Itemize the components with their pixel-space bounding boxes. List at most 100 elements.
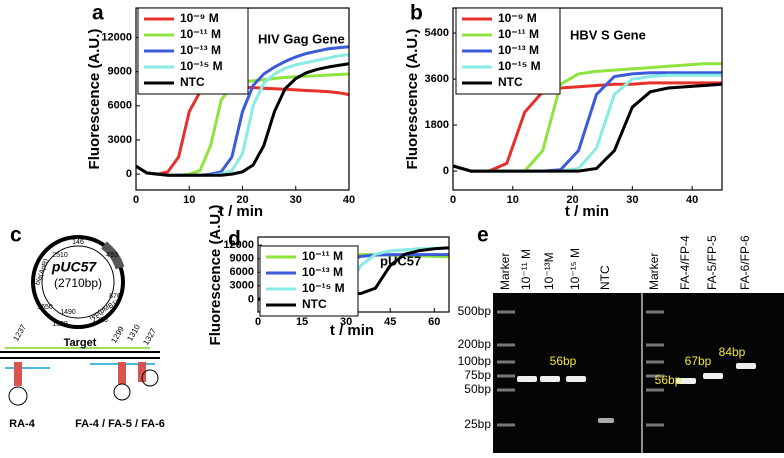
y-tick-label: 9000 bbox=[108, 66, 132, 78]
size-label: 25bp bbox=[464, 417, 491, 431]
legend-label: NTC bbox=[180, 75, 205, 89]
legend-label: 10⁻¹³ M bbox=[498, 43, 539, 57]
legend-label: NTC bbox=[302, 297, 327, 311]
legend-label: 10⁻¹³ M bbox=[302, 265, 343, 279]
y-tick-label: 3000 bbox=[230, 280, 254, 292]
x-tick-label: 40 bbox=[686, 194, 698, 206]
x-tick-label: 20 bbox=[566, 194, 578, 206]
chart-title: HBV S Gene bbox=[570, 27, 646, 42]
plasmid-ring bbox=[31, 235, 125, 329]
dna-band bbox=[676, 378, 696, 384]
ladder-band bbox=[497, 374, 515, 378]
x-tick-label: 10 bbox=[183, 194, 195, 206]
diagram-label: 1650 bbox=[37, 304, 53, 311]
y-tick-label: 6000 bbox=[108, 100, 132, 112]
series-line bbox=[453, 82, 722, 173]
legend-label: 10⁻¹⁵ M bbox=[180, 59, 223, 73]
x-tick-label: 0 bbox=[133, 194, 139, 206]
legend-label: 10⁻¹¹ M bbox=[302, 249, 343, 263]
size-label: 75bp bbox=[464, 368, 491, 382]
band-label: 67bp bbox=[685, 354, 712, 368]
size-label: 200bp bbox=[458, 337, 492, 351]
lane-label: Marker bbox=[647, 253, 661, 290]
lane-label: Marker bbox=[498, 253, 512, 290]
x-tick-label: 0 bbox=[255, 316, 261, 328]
legend-label: 10⁻¹¹ M bbox=[180, 27, 221, 41]
diagram-label: 146 bbox=[72, 239, 84, 246]
x-tick-label: 0 bbox=[450, 194, 456, 206]
y-tick-label: 0 bbox=[248, 293, 254, 305]
probe-stem bbox=[138, 362, 146, 382]
ladder-band bbox=[646, 360, 664, 364]
lane-label: 10⁻¹¹ M bbox=[519, 249, 533, 290]
chart-title: HIV Gag Gene bbox=[258, 31, 345, 46]
panel-letter: d bbox=[228, 228, 241, 251]
y-tick-label: 3000 bbox=[108, 134, 132, 146]
series-line bbox=[136, 85, 349, 176]
probe-loop bbox=[141, 369, 159, 387]
y-tick-label: 6000 bbox=[230, 266, 254, 278]
lacz-segment bbox=[101, 241, 125, 270]
y-tick-label: 12000 bbox=[101, 31, 132, 43]
diagram-label: 1226 bbox=[92, 317, 108, 324]
x-tick-label: 60 bbox=[428, 316, 440, 328]
panel-letter: a bbox=[92, 2, 104, 25]
y-axis-label: Fluorescence (A.U.) bbox=[207, 205, 224, 346]
diagram-label: pUC57 bbox=[51, 259, 98, 275]
probe-stem bbox=[118, 362, 126, 384]
x-tick-label: 20 bbox=[236, 194, 248, 206]
legend-label: 10⁻¹⁵ M bbox=[498, 59, 541, 73]
lane-label: 10⁻¹³M bbox=[542, 252, 556, 290]
plot-frame bbox=[452, 7, 723, 191]
probe-loop bbox=[113, 383, 131, 401]
plasmid-diagram bbox=[0, 235, 160, 406]
lane-label: FA-4/FP-4 bbox=[678, 235, 692, 290]
ladder-band bbox=[646, 310, 664, 314]
diagram-label: 493 bbox=[106, 252, 118, 259]
x-tick-label: 30 bbox=[626, 194, 638, 206]
lane-label: FA-6/FP-6 bbox=[738, 235, 752, 290]
ladder-band bbox=[646, 423, 664, 427]
diagram-label: 876 bbox=[109, 293, 121, 300]
x-axis-label: t / min bbox=[219, 203, 263, 220]
ladder-band bbox=[497, 310, 515, 314]
series-line bbox=[453, 81, 722, 173]
panel-letter: e bbox=[477, 224, 489, 247]
x-tick-label: 30 bbox=[290, 194, 302, 206]
band-label: 56bp bbox=[550, 354, 577, 368]
diagram-label: FA-4 / FA-5 / FA-6 bbox=[75, 418, 165, 430]
dna-band bbox=[703, 373, 723, 379]
legend-label: 10⁻¹¹ M bbox=[498, 27, 539, 41]
legend-label: 10⁻¹³ M bbox=[180, 43, 221, 57]
diagram-label: 1490 bbox=[60, 309, 76, 316]
probe-stem bbox=[14, 362, 22, 386]
size-label: 100bp bbox=[458, 354, 492, 368]
series-line bbox=[136, 62, 349, 177]
plasmid-inner bbox=[41, 245, 115, 319]
dna-band bbox=[517, 376, 537, 382]
diagram-label: (2710bp) bbox=[54, 276, 102, 290]
y-tick-label: 1800 bbox=[425, 119, 449, 131]
x-tick-label: 45 bbox=[384, 316, 396, 328]
ladder-band bbox=[646, 388, 664, 392]
diagram-label: 1299 bbox=[109, 324, 126, 344]
diagram-label: 2510 bbox=[52, 252, 68, 259]
x-tick-label: 15 bbox=[296, 316, 308, 328]
diagram-label: RA-4 bbox=[9, 418, 36, 430]
dna-band bbox=[540, 376, 560, 382]
x-axis-label: t / min bbox=[565, 203, 609, 220]
size-label: 50bp bbox=[464, 382, 491, 396]
diagram-label: 1339 bbox=[52, 321, 68, 328]
x-tick-label: 10 bbox=[507, 194, 519, 206]
legend-label: 10⁻⁹ M bbox=[498, 11, 537, 25]
ladder-band bbox=[497, 343, 515, 347]
panel-letter: c bbox=[10, 224, 22, 247]
chart-title: pUC57 bbox=[380, 253, 421, 268]
ladder-band bbox=[497, 423, 515, 427]
y-tick-label: 0 bbox=[126, 168, 132, 180]
lane-label: 10⁻¹⁵ M bbox=[568, 248, 582, 290]
y-tick-label: 0 bbox=[443, 165, 449, 177]
dna-band bbox=[736, 363, 756, 369]
dna-band bbox=[598, 418, 614, 423]
